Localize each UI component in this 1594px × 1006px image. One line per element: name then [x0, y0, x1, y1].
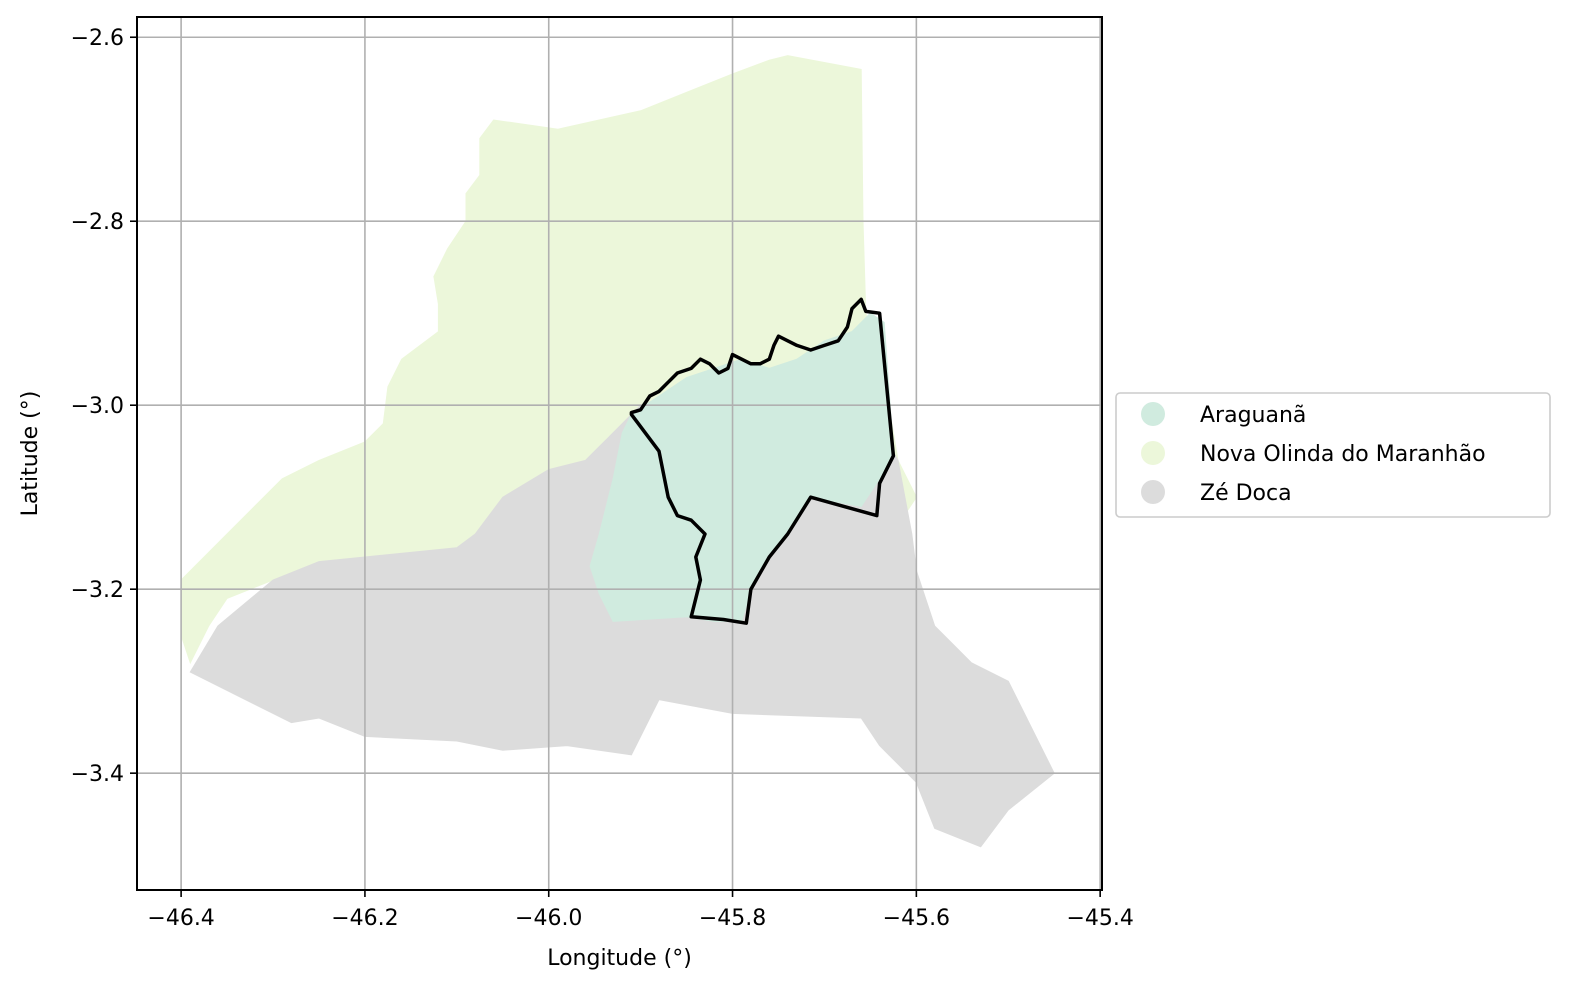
y-tick-label: −2.6 — [71, 26, 124, 51]
legend-marker-ze-doca — [1141, 480, 1165, 504]
x-tick-label: −46.4 — [147, 906, 214, 931]
legend-marker-araguana — [1141, 402, 1165, 426]
grid-layer — [137, 17, 1102, 890]
y-tick-label: −3.4 — [71, 762, 124, 787]
highlight-outline-layer — [629, 297, 896, 625]
regions-layer — [180, 55, 1055, 848]
legend-marker-nova-olinda-do-maranhao — [1141, 441, 1165, 465]
y-tick-label: −3.2 — [71, 578, 124, 603]
region-ze-doca — [189, 395, 1055, 848]
y-axis-label: Latitude (°) — [18, 391, 43, 517]
ticks-layer: −46.4 −46.2 −46.0 −45.8 −45.6 −45.4 −3.4 −3.2 −3… — [71, 26, 1134, 931]
legend-label-ze-doca: Zé Doca — [1200, 481, 1292, 506]
axes-frame — [136, 16, 1103, 891]
legend: Araguanã Nova Olinda do Maranhão Zé Doca — [1115, 392, 1551, 518]
y-tick-label: −3.0 — [71, 394, 124, 419]
x-tick-label: −46.2 — [331, 906, 398, 931]
x-tick-label: −46.0 — [515, 906, 582, 931]
legend-label-nova-olinda-do-maranhao: Nova Olinda do Maranhão — [1200, 442, 1486, 467]
legend-label-araguana: Araguanã — [1200, 403, 1306, 428]
x-tick-label: −45.8 — [699, 906, 766, 931]
x-tick-label: −45.4 — [1066, 906, 1133, 931]
y-tick-label: −2.8 — [71, 210, 124, 235]
outline-araguana — [629, 297, 896, 625]
legend-box — [1115, 392, 1551, 518]
x-axis-label: Longitude (°) — [547, 946, 692, 971]
x-tick-label: −45.6 — [883, 906, 950, 931]
